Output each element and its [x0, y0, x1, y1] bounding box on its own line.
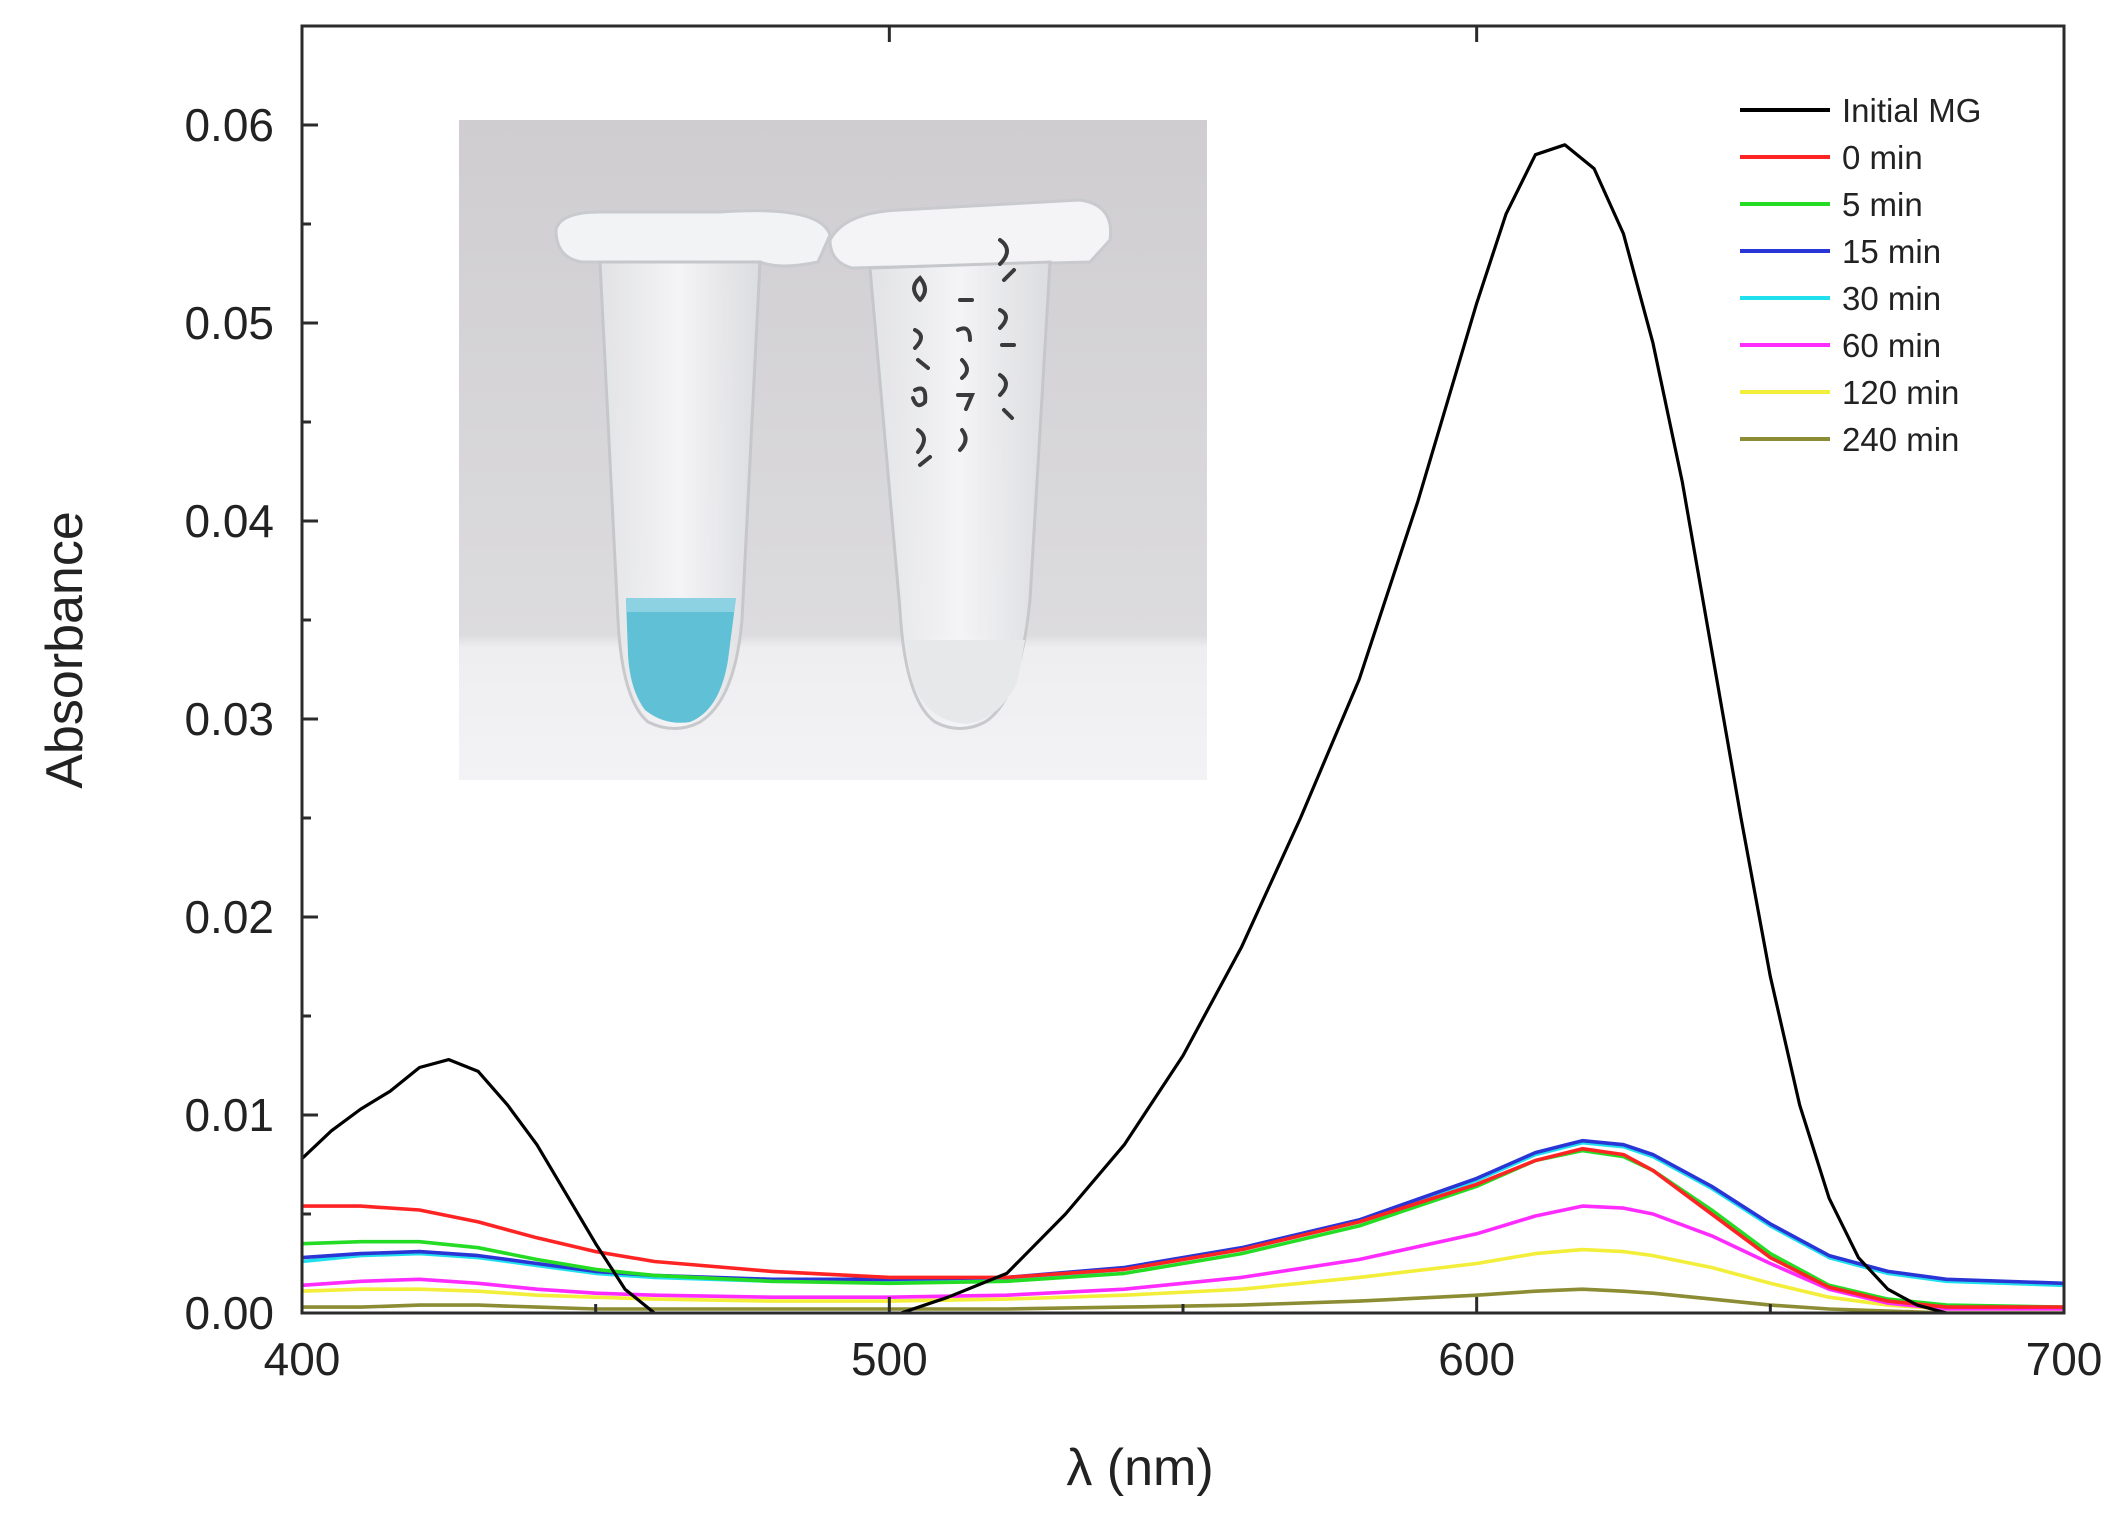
y-tick-label: 0.03 [184, 693, 274, 745]
x-tick-label: 600 [1438, 1333, 1515, 1385]
y-tick-label: 0.00 [184, 1287, 274, 1339]
y-tick-label: 0.01 [184, 1089, 274, 1141]
series-line-3 [302, 1138, 2064, 1286]
x-axis: 400 500 600 700 [264, 26, 2103, 1385]
inset-photo [459, 120, 1207, 780]
legend-label: 0 min [1842, 139, 1923, 176]
series-line-0 [302, 143, 1957, 1313]
y-tick-label: 0.06 [184, 99, 274, 151]
legend-label: 30 min [1842, 280, 1941, 317]
y-tick-label: 0.04 [184, 495, 274, 547]
handwriting-marks [911, 238, 1016, 467]
y-tick-label: 0.05 [184, 297, 274, 349]
legend-label: 5 min [1842, 186, 1923, 223]
blue-solution [626, 598, 736, 723]
y-axis: 0.00 0.01 0.02 0.03 0.04 0.05 0.06 [184, 99, 318, 1339]
series-line-1 [302, 1146, 2064, 1309]
left-tube [554, 209, 832, 730]
right-tube [828, 198, 1113, 730]
series-layer [302, 143, 2064, 1313]
x-tick-label: 700 [2026, 1333, 2103, 1385]
legend-label: Initial MG [1842, 92, 1981, 129]
series-line-2 [302, 1148, 2064, 1309]
legend: Initial MG 0 min 5 min 15 min 30 min 60 min 12… [1740, 92, 1981, 458]
x-tick-label: 500 [851, 1333, 928, 1385]
x-tick-label: 400 [264, 1333, 341, 1385]
series-line-6 [302, 1247, 2064, 1311]
legend-label: 120 min [1842, 374, 1959, 411]
series-line-7 [302, 1287, 2064, 1313]
legend-label: 240 min [1842, 421, 1959, 458]
y-axis-title: Absorbance [36, 511, 94, 789]
x-axis-title: λ (nm) [1066, 1439, 1213, 1497]
y-tick-label: 0.02 [184, 891, 274, 943]
series-line-5 [302, 1204, 2064, 1311]
legend-label: 15 min [1842, 233, 1941, 270]
legend-label: 60 min [1842, 327, 1941, 364]
